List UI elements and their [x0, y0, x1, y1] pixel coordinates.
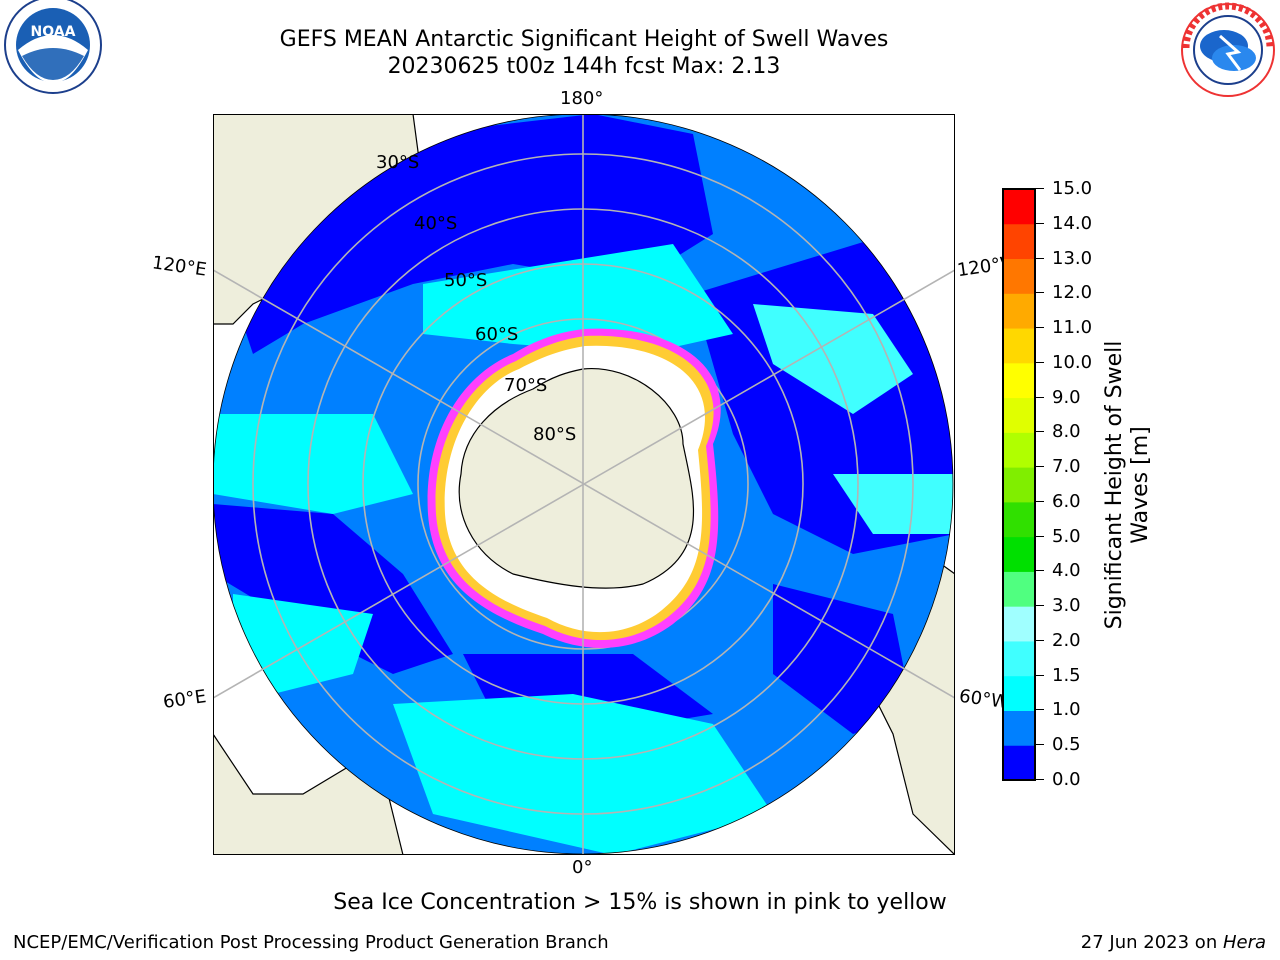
lon-label-0: 0°	[572, 857, 593, 878]
colorbar-tick-label: 14.0	[1052, 212, 1093, 234]
colorbar-tick-mark	[1036, 535, 1044, 537]
colorbar-segment	[1003, 501, 1035, 538]
colorbar-tick-mark	[1036, 361, 1044, 363]
colorbar-tick-mark	[1036, 292, 1044, 294]
lon-label-180: 180°	[560, 88, 604, 109]
colorbar-tick-label: 1.5	[1052, 664, 1081, 686]
colorbar-segment	[1003, 258, 1035, 294]
chart-title: GEFS MEAN Antarctic Significant Height o…	[279, 27, 889, 52]
footer-date: 27 Jun 2023 on Hera	[1081, 932, 1266, 953]
colorbar-label-line2: Waves [m]	[1128, 426, 1153, 544]
antarctica-land	[458, 368, 695, 589]
colorbar-tick-label: 11.0	[1052, 317, 1093, 339]
colorbar-segment	[1003, 710, 1035, 746]
colorbar-segment	[1003, 640, 1035, 677]
lat-label-50s: 50°S	[444, 270, 488, 291]
meridians	[213, 114, 955, 855]
colorbar-label-line1: Significant Height of Swell	[1102, 340, 1127, 630]
colorbar-tick-mark	[1036, 779, 1044, 780]
lat-label-40s: 40°S	[414, 213, 458, 234]
colorbar-segment	[1003, 189, 1035, 225]
colorbar-tick-label: 8.0	[1052, 421, 1081, 443]
polar-map	[213, 114, 955, 855]
colorbar-tick-label: 6.0	[1052, 490, 1081, 512]
swell-low-region-w	[213, 504, 453, 674]
colorbar-tick-mark	[1036, 396, 1044, 398]
colorbar-label: Significant Height of Swell Waves [m]	[1102, 341, 1154, 630]
colorbar-tick-label: 0.0	[1052, 769, 1081, 790]
colorbar-tick-mark	[1036, 327, 1044, 329]
colorbar-tick-mark	[1036, 257, 1044, 259]
colorbar-tick-label: 7.0	[1052, 456, 1081, 478]
colorbar-segment	[1003, 293, 1035, 329]
swell-mid-band-east	[753, 304, 913, 414]
colorbar-segment	[1003, 536, 1035, 572]
colorbar-segment	[1003, 571, 1035, 607]
colorbar-tick-mark	[1036, 605, 1044, 607]
swell-mid-band-east2	[833, 474, 953, 534]
colorbar-segment	[1003, 675, 1035, 711]
colorbar	[1002, 188, 1036, 781]
colorbar-tick-label: 15.0	[1052, 178, 1093, 199]
noaa-logo: NOAA	[4, 0, 102, 94]
colorbar-tick-mark	[1036, 744, 1044, 746]
colorbar-tick-mark	[1036, 431, 1044, 433]
colorbar-tick-label: 12.0	[1052, 282, 1093, 304]
colorbar-tick-label: 0.5	[1052, 734, 1081, 756]
noaa-logo-text: NOAA	[31, 24, 76, 40]
colorbar-tick-label: 1.0	[1052, 699, 1081, 721]
colorbar-segment	[1003, 745, 1035, 781]
colorbar-tick-label: 3.0	[1052, 595, 1081, 617]
colorbar-segment	[1003, 397, 1035, 433]
colorbar-tick-label: 9.0	[1052, 386, 1081, 408]
colorbar-tick-mark	[1036, 466, 1044, 468]
colorbar-tick-mark	[1036, 500, 1044, 502]
colorbar-tick-label: 2.0	[1052, 629, 1081, 651]
colorbar-segment	[1003, 362, 1035, 399]
colorbar-segment	[1003, 223, 1035, 260]
footer-date-prefix: 27 Jun 2023 on	[1080, 932, 1223, 953]
colorbar-tick-mark	[1036, 674, 1044, 676]
lat-label-60s: 60°S	[475, 324, 519, 345]
lat-label-30s: 30°S	[376, 152, 420, 173]
colorbar-tick-label: 5.0	[1052, 525, 1081, 547]
colorbar-segment	[1003, 606, 1035, 642]
colorbar-tick-mark	[1036, 222, 1044, 224]
footer-host: Hera	[1222, 932, 1266, 953]
lon-label-60e: 60°E	[161, 686, 208, 713]
footer-credit: NCEP/EMC/Verification Post Processing Pr…	[13, 932, 609, 953]
colorbar-segment	[1003, 467, 1035, 503]
map-caption: Sea Ice Concentration > 15% is shown in …	[333, 890, 947, 915]
chart-subtitle: 20230625 t00z 144h fcst Max: 2.13	[387, 54, 781, 79]
lon-label-120e: 120°E	[150, 252, 208, 281]
lat-label-70s: 70°S	[504, 375, 548, 396]
swell-mid-band-north	[423, 244, 733, 354]
nws-logo	[1181, 2, 1275, 97]
colorbar-tick-label: 4.0	[1052, 560, 1081, 582]
colorbar-segment	[1003, 432, 1035, 468]
colorbar-tick-mark	[1036, 570, 1044, 572]
colorbar-tick-label: 13.0	[1052, 247, 1093, 269]
swell-mid-band-sw	[233, 594, 373, 694]
colorbar-tick-label: 10.0	[1052, 351, 1093, 373]
colorbar-tick-mark	[1036, 709, 1044, 711]
lat-label-80s: 80°S	[533, 424, 577, 445]
colorbar-segment	[1003, 328, 1035, 364]
colorbar-tick-mark	[1036, 639, 1044, 641]
swell-low-region-s	[773, 584, 913, 734]
colorbar-tick-mark	[1036, 188, 1044, 189]
